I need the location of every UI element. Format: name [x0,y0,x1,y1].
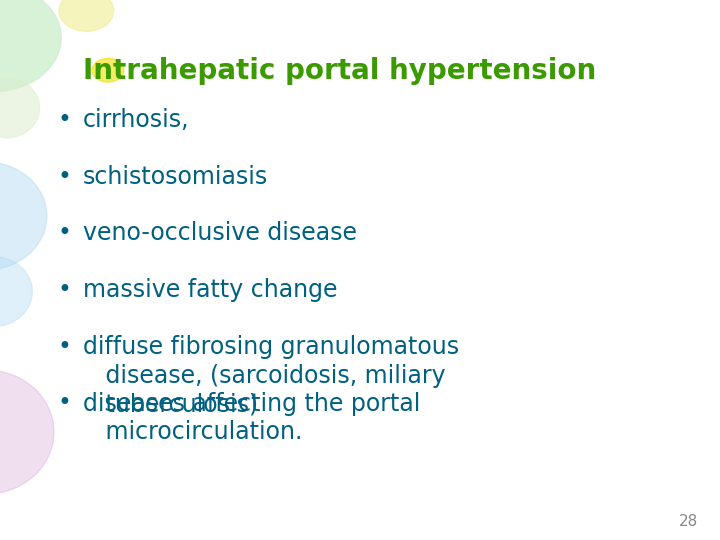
Text: veno-occlusive disease: veno-occlusive disease [83,221,357,245]
Ellipse shape [0,256,32,327]
Text: •: • [58,392,71,415]
Text: diseases affecting the portal
   microcirculation.: diseases affecting the portal microcircu… [83,392,420,444]
Text: 28: 28 [679,514,698,529]
Text: diffuse fibrosing granulomatous
   disease, (sarcoidosis, miliary
   tuberculosi: diffuse fibrosing granulomatous disease,… [83,335,459,416]
Ellipse shape [0,370,54,494]
Ellipse shape [0,162,47,270]
Text: Intrahepatic portal hypertension: Intrahepatic portal hypertension [83,57,596,85]
Text: •: • [58,165,71,188]
Text: •: • [58,335,71,359]
Ellipse shape [92,58,124,82]
Text: •: • [58,108,71,132]
Text: cirrhosis,: cirrhosis, [83,108,189,132]
Text: massive fatty change: massive fatty change [83,278,337,302]
Ellipse shape [0,78,40,138]
Text: schistosomiasis: schistosomiasis [83,165,268,188]
Text: •: • [58,221,71,245]
Text: •: • [58,278,71,302]
Ellipse shape [59,0,114,31]
Ellipse shape [0,0,61,92]
